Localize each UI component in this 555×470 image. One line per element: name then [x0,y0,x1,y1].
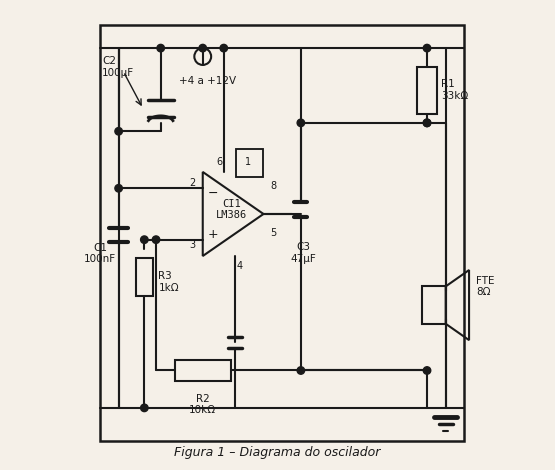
Text: R3
1kΩ: R3 1kΩ [158,271,179,292]
Circle shape [199,44,206,52]
Text: 2: 2 [189,178,196,188]
Text: C3
47μF: C3 47μF [290,242,316,264]
Circle shape [140,404,148,412]
Circle shape [423,119,431,126]
Circle shape [423,119,431,126]
Circle shape [157,44,164,52]
Text: +4 a +12V: +4 a +12V [179,76,236,86]
Circle shape [423,44,431,52]
Text: Figura 1 – Diagrama do oscilador: Figura 1 – Diagrama do oscilador [174,446,381,459]
Bar [422,286,446,324]
Bar [100,25,465,440]
Text: 6: 6 [216,157,222,167]
Text: 1: 1 [245,157,251,167]
Text: C2
100μF: C2 100μF [102,56,134,78]
Text: 5: 5 [270,227,277,238]
Circle shape [115,127,123,135]
Circle shape [140,236,148,243]
Text: R2
10kΩ: R2 10kΩ [189,394,216,415]
Circle shape [220,44,228,52]
Text: FTE
8Ω: FTE 8Ω [476,275,495,297]
Text: CI1
LM386: CI1 LM386 [216,198,248,220]
Circle shape [115,185,123,192]
Text: 3: 3 [190,240,196,250]
Text: +: + [208,228,218,242]
Text: −: − [208,187,218,199]
Text: 8: 8 [270,181,276,191]
Bar [236,149,264,177]
Circle shape [297,367,305,374]
Circle shape [152,236,160,243]
Text: C1
100nF: C1 100nF [84,243,116,265]
Text: 4: 4 [236,261,242,271]
Text: R1
33kΩ: R1 33kΩ [441,79,468,101]
Circle shape [423,367,431,374]
Circle shape [297,119,305,126]
